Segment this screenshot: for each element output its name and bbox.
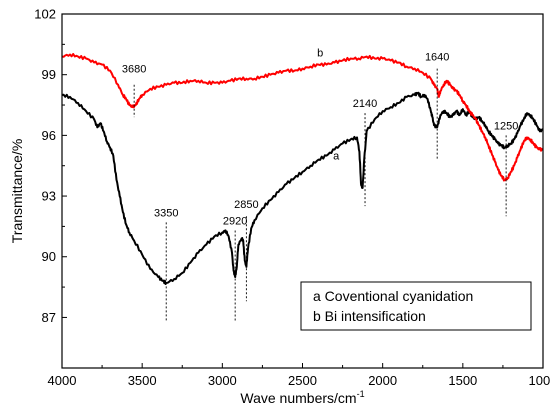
series-line-a (61, 91, 544, 285)
x-tick-label-4000: 4000 (48, 373, 77, 388)
annotation-label-1250: 1250 (494, 120, 518, 132)
y-tick-label-96: 96 (42, 128, 56, 143)
annotation-label-2920: 2920 (223, 215, 247, 227)
series-label-b: b (317, 47, 323, 59)
x-axis-title-superscript: -1 (357, 389, 365, 399)
annotation-label-2140: 2140 (353, 98, 377, 110)
y-tick-label-90: 90 (42, 249, 56, 264)
plot-frame (61, 13, 544, 369)
x-tick-label-1500: 1500 (448, 373, 477, 388)
x-tick-label-3500: 3500 (128, 373, 157, 388)
x-tick-label-2000: 2000 (368, 373, 397, 388)
annotation-group: 3680 3350 2920 2850 2140 1640 1250 a b (122, 47, 518, 322)
x-axis-title: Wave numbers/cm-1 (240, 389, 364, 406)
series-label-a: a (333, 151, 340, 163)
tick-labels: 4000 3500 3000 2500 2000 1500 1000 87 90 93 96 99 10… (34, 7, 550, 389)
annotation-label-1640: 1640 (425, 52, 449, 64)
y-tick-label-93: 93 (42, 189, 56, 204)
y-tick-label-99: 99 (42, 67, 56, 82)
annotation-label-3350: 3350 (154, 207, 178, 219)
legend-entry-a: a Coventional cyanidation (313, 288, 473, 304)
legend: a Coventional cyanidation b Bi intensifi… (300, 281, 532, 331)
x-tick-label-1000: 1000 (529, 373, 550, 388)
annotation-label-2850: 2850 (234, 199, 258, 211)
series-line-b (61, 53, 544, 182)
annotation-label-3680: 3680 (122, 64, 146, 76)
y-tick-label-102: 102 (34, 7, 56, 22)
series-group (61, 53, 544, 285)
x-tick-label-3000: 3000 (208, 373, 237, 388)
legend-box (300, 281, 532, 331)
y-tick-label-87: 87 (42, 310, 56, 325)
x-tick-label-2500: 2500 (288, 373, 317, 388)
legend-entry-b: b Bi intensification (313, 308, 426, 324)
y-axis-title: Transmittance/% (9, 139, 25, 244)
